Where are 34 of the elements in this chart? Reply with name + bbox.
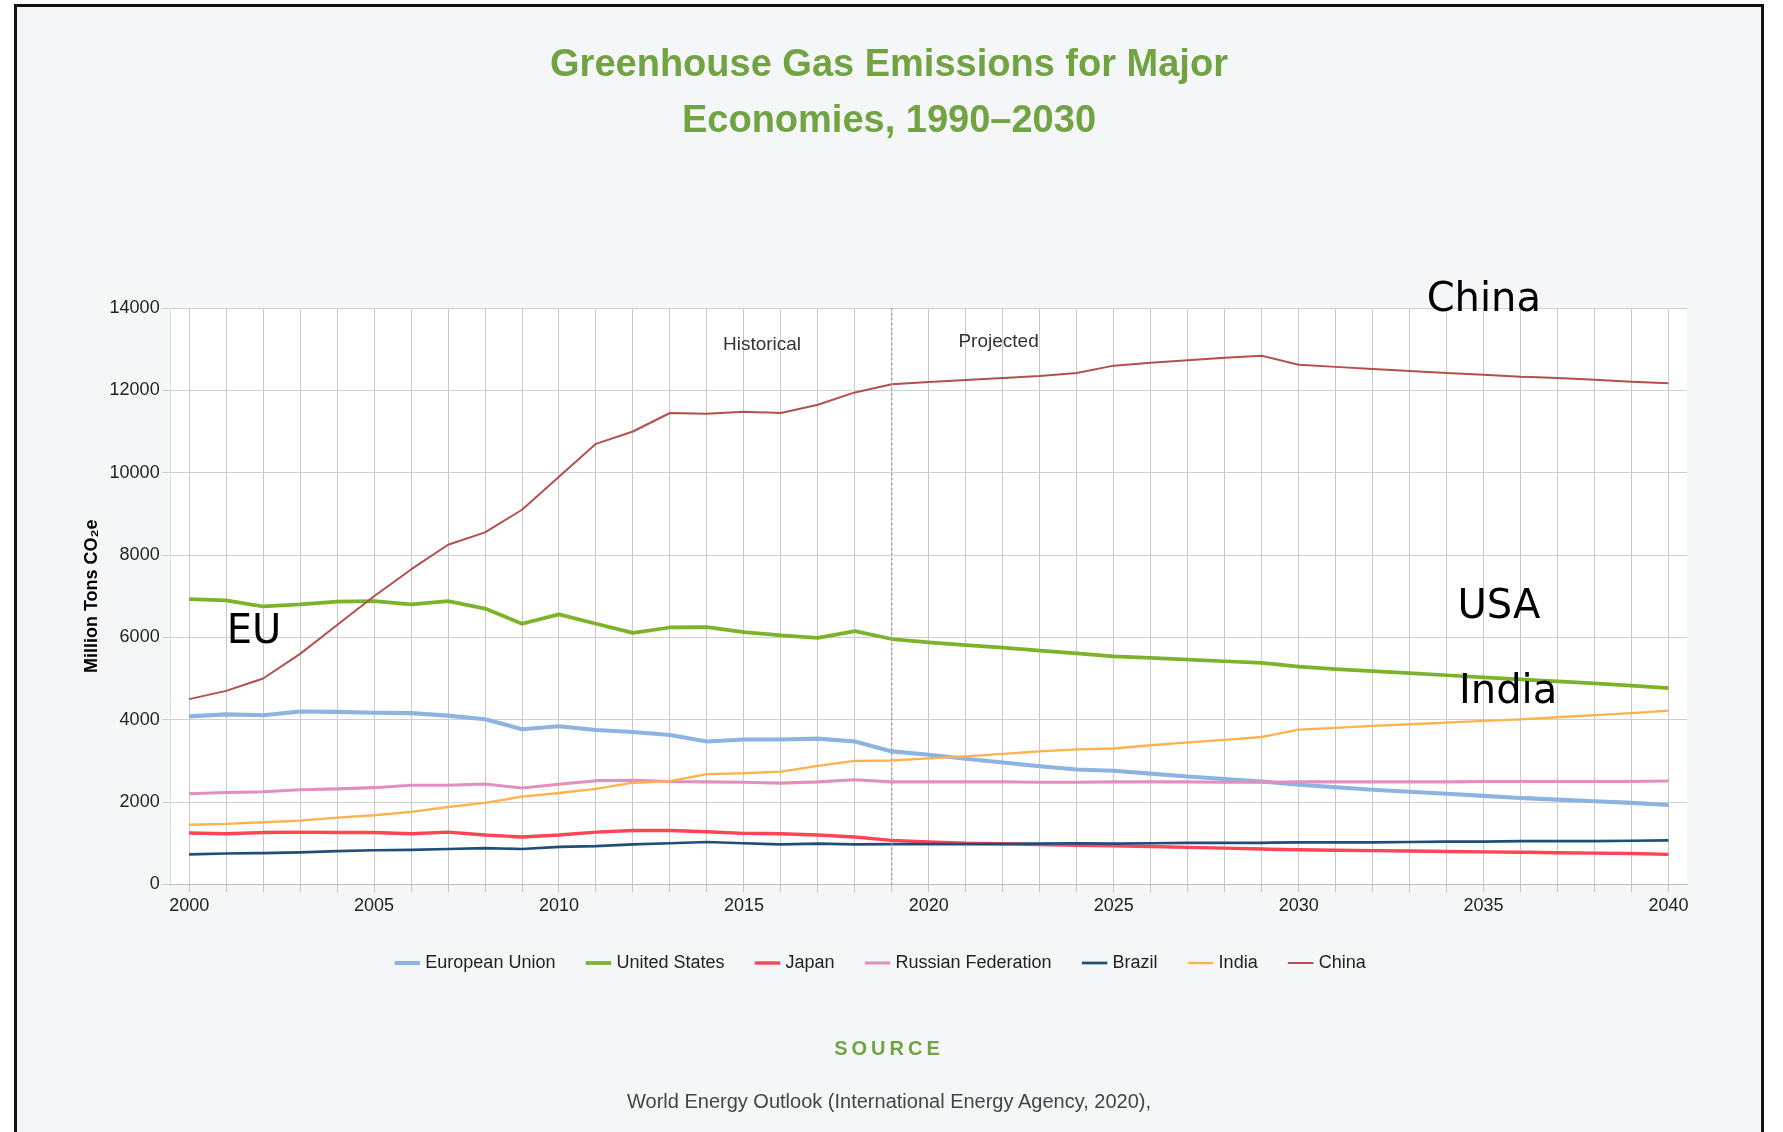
annotation: Historical	[722, 332, 802, 354]
legend-label: Japan	[785, 951, 835, 972]
legend-label: China	[1318, 951, 1367, 972]
annotation: EU	[226, 606, 282, 653]
x-tick-label: 2010	[538, 895, 580, 916]
x-tick-label: 2030	[1278, 895, 1319, 916]
x-tick-label: 2020	[908, 895, 949, 916]
legend-label: European Union	[425, 951, 556, 972]
annotation: India	[1458, 666, 1558, 713]
legend-label: Russian Federation	[895, 951, 1052, 972]
x-tick-label: 2025	[1093, 895, 1134, 916]
text: SOURCE	[833, 1037, 945, 1060]
x-tick-label: 2040	[1648, 895, 1689, 916]
y-tick-label: 14000	[109, 296, 160, 317]
chart-title: Greenhouse Gas Emissions for Major Economies, 1990–2030	[549, 41, 1229, 142]
y-tick-label: 4000	[119, 708, 160, 729]
y-axis-title: Million Tons CO₂e	[80, 519, 101, 674]
y-tick-label: 8000	[119, 544, 160, 564]
x-tick-label: 2035	[1463, 895, 1504, 916]
y-tick-label: 2000	[119, 791, 160, 812]
y-tick-label: 0	[149, 873, 160, 894]
text: World Energy Outlook (International Energy Agency, 2020),	[626, 1090, 1152, 1113]
y-tick-label: 6000	[119, 626, 160, 647]
y-tick-label: 10000	[109, 461, 160, 482]
legend-label: India	[1218, 951, 1259, 972]
x-tick-label: 2015	[723, 895, 764, 916]
x-tick-label: 2000	[169, 895, 210, 916]
x-tick-label: 2005	[354, 895, 395, 916]
y-tick-label: 12000	[109, 379, 160, 400]
annotation: USA	[1457, 581, 1541, 628]
annotation: Projected	[958, 330, 1039, 352]
legend-label: United States	[616, 951, 725, 972]
annotation: China	[1426, 274, 1541, 321]
legend-label: Brazil	[1112, 951, 1158, 972]
